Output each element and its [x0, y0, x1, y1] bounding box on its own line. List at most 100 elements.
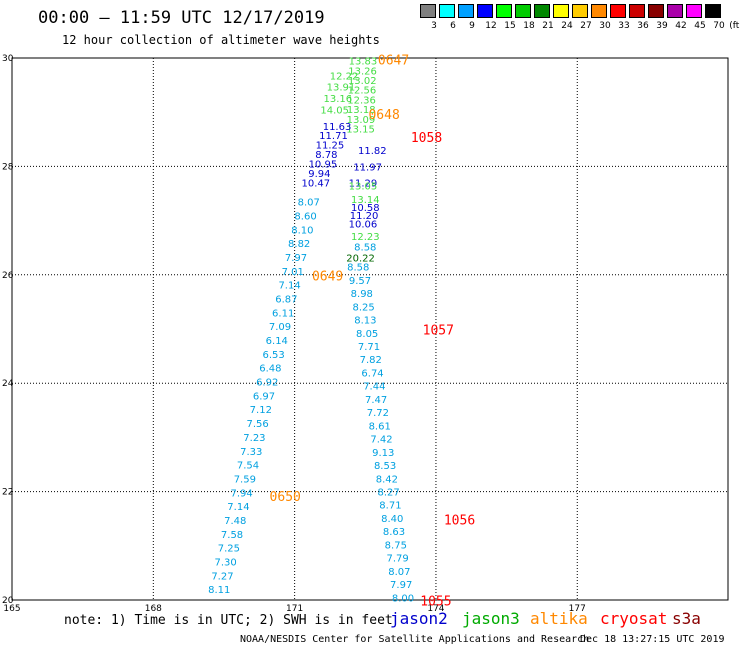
swh-value: 7.58	[221, 530, 243, 541]
swh-value: 6.14	[266, 336, 288, 347]
swh-value: 12.22	[330, 71, 359, 82]
swh-value: 7.94	[231, 488, 253, 499]
lat-tick-label: 28	[2, 162, 14, 172]
swh-value: 8.71	[379, 501, 401, 512]
lon-tick-label: 177	[569, 604, 586, 614]
swh-value: 7.25	[218, 544, 240, 555]
swh-value: 12.56	[348, 86, 377, 97]
swh-value: 13.15	[346, 124, 375, 135]
legend-swatch	[667, 4, 683, 18]
swh-value: 13.05	[349, 181, 378, 192]
swh-value: 8.13	[354, 316, 376, 327]
swh-value: 8.25	[352, 302, 374, 313]
swh-value: 11.63	[323, 122, 352, 133]
swh-value: 13.83	[349, 57, 378, 68]
pass-time-label: 0650	[270, 490, 301, 505]
legend-label: 6	[450, 21, 456, 31]
pass-time-label: 1056	[444, 513, 475, 528]
swh-value: 10.06	[349, 219, 378, 230]
legend-swatch	[439, 4, 455, 18]
legend-swatch	[420, 4, 436, 18]
swh-value: 6.53	[262, 350, 284, 361]
map-subtitle: 12 hour collection of altimeter wave hei…	[62, 33, 380, 47]
swh-value: 7.82	[360, 355, 382, 366]
map-title: 00:00 – 11:59 UTC 12/17/2019	[38, 8, 325, 28]
swh-value: 8.11	[208, 585, 230, 596]
legend-swatch	[648, 4, 664, 18]
swh-value: 8.27	[378, 487, 400, 498]
pass-time-label: 0648	[368, 108, 399, 123]
legend-label: 30	[599, 21, 611, 31]
swh-value: 10.58	[351, 203, 380, 214]
legend-label: 21	[542, 21, 554, 31]
legend-label: 12	[485, 21, 497, 31]
legend-label: 45	[694, 21, 706, 31]
swh-value: 13.16	[323, 94, 352, 105]
pass-time-label: 1055	[420, 595, 451, 610]
legend-label: 18	[523, 21, 535, 31]
swh-value: 11.25	[316, 141, 345, 152]
swh-value: 8.53	[374, 461, 396, 472]
swh-value: 9.94	[308, 169, 330, 180]
swh-value: 8.40	[381, 514, 403, 525]
swh-value: 7.72	[367, 408, 389, 419]
lon-tick-label: 165	[3, 604, 20, 614]
swh-value: 7.56	[246, 419, 268, 430]
swh-value: 8.82	[288, 239, 310, 250]
lon-tick-label: 171	[286, 604, 303, 614]
swh-value: 6.74	[361, 368, 383, 379]
swh-value: 11.29	[349, 179, 378, 190]
legend-jason2: jason2	[390, 609, 448, 628]
swh-value: 8.05	[356, 329, 378, 340]
legend-swatch	[686, 4, 702, 18]
pass-time-label: 1058	[411, 131, 442, 146]
legend-label: 24	[561, 21, 573, 31]
swh-value: 14.05	[320, 105, 349, 116]
legend-unit: (ft)	[729, 21, 740, 31]
pass-time-label: 0649	[312, 269, 343, 284]
legend-jason3: jason3	[462, 609, 520, 628]
legend-swatch	[629, 4, 645, 18]
legend-altika: altika	[530, 609, 588, 628]
swh-value: 7.27	[211, 571, 233, 582]
legend-swatch	[477, 4, 493, 18]
legend-swatch	[705, 4, 721, 18]
swh-value: 9.57	[349, 276, 371, 287]
legend-label: 36	[637, 21, 649, 31]
swh-value: 11.97	[353, 162, 382, 173]
legend-label: 42	[675, 21, 687, 31]
generated-timestamp: Dec 18 13:27:15 UTC 2019	[580, 634, 725, 645]
pass-time-label: 1057	[423, 324, 454, 339]
swh-value: 8.42	[376, 474, 398, 485]
legend-label: 27	[580, 21, 592, 31]
swh-value: 7.30	[215, 557, 237, 568]
swh-value: 7.48	[224, 516, 246, 527]
swh-value: 13.26	[348, 66, 377, 77]
swh-value: 13.02	[348, 76, 377, 87]
legend-swatch	[610, 4, 626, 18]
lat-tick-label: 22	[2, 488, 13, 498]
swh-value: 8.98	[351, 289, 373, 300]
lat-tick-label: 24	[2, 379, 14, 389]
swh-value: 8.61	[369, 421, 391, 432]
lon-tick-label: 174	[427, 604, 444, 614]
swh-value: 7.23	[243, 433, 265, 444]
lat-tick-label: 26	[2, 271, 14, 281]
swh-value: 12.23	[351, 232, 380, 243]
swh-value: 7.97	[390, 580, 412, 591]
swh-value: 7.71	[358, 342, 380, 353]
swh-value: 13.18	[347, 105, 376, 116]
legend-swatch	[553, 4, 569, 18]
swh-value: 6.48	[259, 364, 281, 375]
swh-value: 7.97	[285, 253, 307, 264]
legend-label: 39	[656, 21, 668, 31]
legend-label: 3	[431, 21, 437, 31]
swh-value: 8.75	[385, 540, 407, 551]
swh-value: 10.95	[309, 160, 338, 171]
legend-label: 70	[713, 21, 725, 31]
legend-label: 15	[504, 21, 516, 31]
swh-value: 12.36	[347, 95, 376, 106]
legend-s3a: s3a	[672, 609, 701, 628]
swh-value: 8.00	[392, 593, 414, 604]
swh-value: 13.91	[327, 83, 356, 94]
